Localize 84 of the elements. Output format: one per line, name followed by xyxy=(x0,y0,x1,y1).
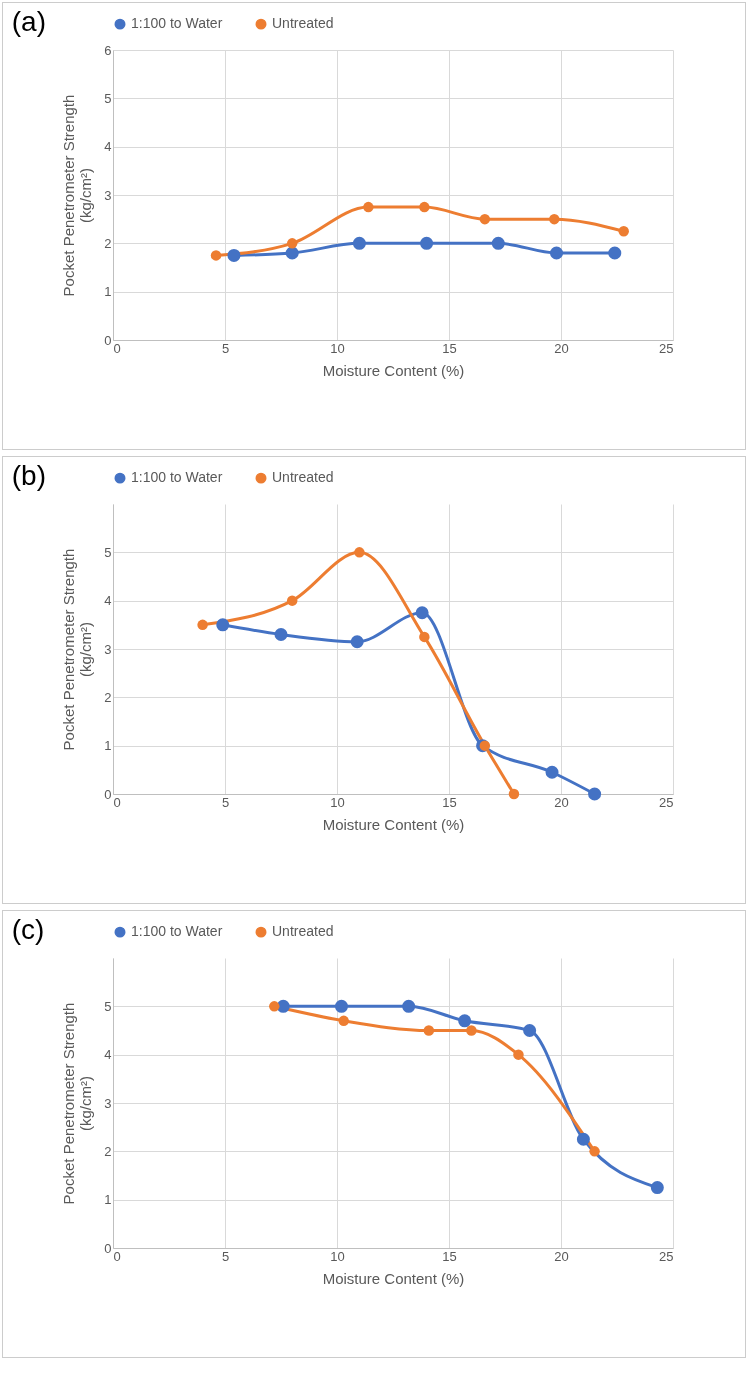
point xyxy=(458,1014,472,1028)
point xyxy=(285,246,299,260)
point xyxy=(197,619,208,631)
y-axis-title: Pocket Penetrometer Strength (kg/cm²) xyxy=(60,548,95,751)
point xyxy=(419,201,430,213)
point xyxy=(508,788,520,800)
point xyxy=(354,547,365,558)
point xyxy=(210,250,222,261)
x-tick-label: 5 xyxy=(221,340,230,356)
chart-title: (b) xyxy=(11,460,46,491)
point xyxy=(338,1015,349,1027)
y-tick-label: 2 xyxy=(104,235,112,251)
point xyxy=(350,635,364,649)
point xyxy=(523,1023,537,1038)
point xyxy=(491,236,505,250)
x-tick-label: 25 xyxy=(659,794,674,810)
x-axis-title: Moisture Content (%) xyxy=(322,1269,465,1287)
point xyxy=(513,1049,524,1060)
y-tick-label: 4 xyxy=(104,139,112,155)
x-tick-label: 10 xyxy=(330,794,345,810)
x-tick-label: 25 xyxy=(659,340,674,356)
point xyxy=(576,1132,590,1146)
point xyxy=(545,765,559,779)
y-tick-label: 1 xyxy=(104,1192,112,1208)
point xyxy=(550,246,564,260)
y-tick-label: 1 xyxy=(104,284,112,300)
point xyxy=(363,201,374,213)
y-tick-label: 1 xyxy=(104,738,112,754)
x-axis-title: Moisture Content (%) xyxy=(322,361,465,379)
point xyxy=(415,606,429,620)
point xyxy=(352,236,366,250)
point xyxy=(419,631,430,643)
x-tick-label: 15 xyxy=(442,340,457,356)
point xyxy=(650,1181,664,1195)
y-tick-label: 5 xyxy=(104,90,112,106)
y-tick-label: 4 xyxy=(104,1047,112,1063)
point xyxy=(588,787,602,801)
point xyxy=(402,999,416,1013)
point xyxy=(420,236,434,250)
legend-label: 1:100 to Water xyxy=(131,923,223,940)
y-tick-label: 3 xyxy=(104,1095,112,1111)
point xyxy=(608,246,622,260)
point xyxy=(334,999,348,1013)
chart-title: (a) xyxy=(11,6,46,37)
legend-label: Untreated xyxy=(272,923,334,940)
y-tick-label: 5 xyxy=(104,544,112,560)
point xyxy=(274,627,288,642)
x-tick-label: 20 xyxy=(554,1248,569,1264)
x-tick-label: 10 xyxy=(330,1248,345,1264)
y-tick-label: 2 xyxy=(104,689,112,705)
legend-label: Untreated xyxy=(272,15,334,32)
x-tick-label: 15 xyxy=(442,1248,457,1264)
y-axis-title: Pocket Penetrometer Strength (kg/cm²) xyxy=(60,94,95,297)
x-tick-label: 10 xyxy=(330,340,345,356)
x-tick-label: 25 xyxy=(659,1248,674,1264)
point xyxy=(549,213,560,225)
y-tick-label: 3 xyxy=(104,187,112,203)
chart-title: (c) xyxy=(11,914,45,945)
x-axis-title: Moisture Content (%) xyxy=(322,815,465,833)
point xyxy=(423,1025,435,1036)
y-tick-label: 3 xyxy=(104,641,112,657)
x-tick-label: 20 xyxy=(554,340,569,356)
y-tick-label: 2 xyxy=(104,1143,112,1159)
point xyxy=(286,238,298,249)
point xyxy=(479,213,491,225)
point xyxy=(286,595,298,606)
point xyxy=(269,1001,280,1012)
x-tick-label: 5 xyxy=(221,1248,230,1264)
y-tick-label: 4 xyxy=(104,593,112,609)
y-axis-title: Pocket Penetrometer Strength (kg/cm²) xyxy=(60,1002,95,1205)
legend-label: 1:100 to Water xyxy=(131,469,223,486)
point xyxy=(227,248,241,262)
x-tick-label: 15 xyxy=(442,794,457,810)
point xyxy=(276,999,290,1013)
legend-label: Untreated xyxy=(272,469,334,486)
point xyxy=(216,618,230,632)
point xyxy=(618,226,629,237)
legend-label: 1:100 to Water xyxy=(131,15,223,32)
x-tick-label: 20 xyxy=(554,794,569,810)
y-tick-label: 5 xyxy=(104,998,112,1014)
y-tick-label: 6 xyxy=(104,42,112,58)
point xyxy=(589,1146,600,1157)
x-tick-label: 5 xyxy=(221,794,230,810)
point xyxy=(466,1025,477,1036)
